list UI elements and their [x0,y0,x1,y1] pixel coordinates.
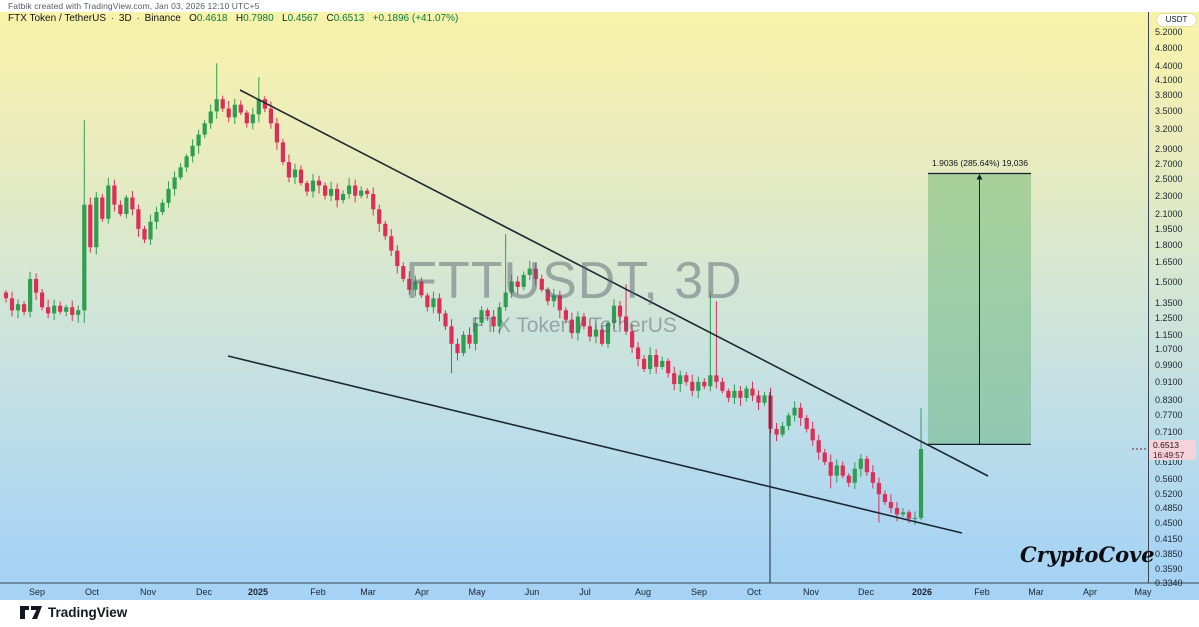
high-value: 0.7980 [243,13,274,24]
upper-wedge-trendline[interactable] [239,89,989,477]
top-meta-bar: Fatbik created with TradingView.com, Jan… [0,0,1199,12]
time-tick-label: Nov [802,587,820,597]
price-tick-label: 4.4000 [1155,60,1183,71]
header-separator: · [136,13,140,24]
price-tick-label: 0.4500 [1155,518,1183,529]
price-tick-label: 3.8000 [1155,89,1183,100]
symbol-title[interactable]: FTX Token / TetherUS [8,13,107,24]
last-price-value: 0.6513 [1153,440,1179,450]
tradingview-brand-name[interactable]: TradingView [48,605,128,620]
time-tick-label: Apr [1082,587,1098,597]
price-tick-label: 5.2000 [1155,27,1183,37]
price-tick-label: 1.6500 [1155,257,1183,268]
price-tick-label: 0.6100 [1155,457,1183,468]
price-tick-label: 1.3500 [1155,297,1183,308]
price-tick-label: 0.4850 [1155,503,1183,514]
created-with-text: Fatbik created with TradingView.com, Jan… [8,1,260,11]
price-tick-label: 0.3850 [1155,549,1183,560]
time-tick-label: Oct [746,587,762,597]
tradingview-logo-icon[interactable] [20,606,43,621]
close-value: 0.6513 [333,13,365,24]
price-tick-label: 0.3340 [1155,577,1183,588]
price-tick-label: 0.9900 [1155,359,1183,370]
time-tick-label: Mar [1028,587,1044,597]
price-tick-label: 4.8000 [1155,43,1183,54]
price-tick-label: 0.7700 [1155,410,1183,421]
time-tick-label: Nov [139,587,157,597]
time-tick-label: May [1134,587,1152,597]
low-label: L [282,13,288,24]
open-label: O [189,13,197,24]
price-tick-label: 3.2000 [1155,124,1183,135]
price-tick-label: 2.1000 [1155,208,1183,219]
price-tick-label: 2.7000 [1155,158,1183,169]
price-tick-label: 0.7100 [1155,426,1183,437]
price-tick-label: 0.5200 [1155,489,1183,500]
chart-area[interactable]: FTTUSDT, 3D FTX Token / TetherUS FTX Tok… [0,12,1199,600]
lower-wedge-trendline[interactable] [227,355,963,534]
change-value: +0.1896 (+41.07%) [372,13,459,24]
price-range-tool-label[interactable]: 1.9036 (285.64%) 19,036 [932,158,1028,168]
time-tick-label: Oct [84,587,100,597]
price-range-projection[interactable] [928,172,1031,445]
price-tick-label: 1.1500 [1155,329,1183,340]
brand-footer: TradingView [0,600,1199,627]
high-label: H [235,13,244,24]
open-value: 0.4618 [196,13,228,24]
bar-countdown: 16:49:57 [1153,450,1185,460]
time-tick-label: Sep [28,587,46,597]
time-tick-label: Aug [634,587,652,597]
price-tick-label: 1.0700 [1155,344,1183,355]
price-tick-label: 0.3590 [1155,563,1183,574]
time-tick-label: Dec [857,587,875,597]
time-tick-label: Feb [310,587,326,597]
time-tick-label: Apr [414,587,430,597]
time-tick-label: Jun [524,587,540,597]
price-tick-label: 0.4150 [1155,534,1183,545]
time-tick-label: May [468,587,486,597]
time-tick-label: 2025 [247,587,269,597]
symbol-ohlc-header[interactable]: FTX Token / TetherUS · 3D · Binance O0.4… [8,13,458,24]
interval-label[interactable]: 3D [118,13,132,24]
time-tick-label: Mar [360,587,376,597]
price-tick-label: 0.9100 [1155,376,1183,387]
price-tick-label: 3.5000 [1155,106,1183,117]
time-tick-label: Dec [195,587,213,597]
price-tick-label: 0.8300 [1155,395,1183,406]
time-tick-label: Feb [974,587,990,597]
price-tick-label: 2.3000 [1155,190,1183,201]
exchange-label: Binance [144,13,181,24]
currency-unit-chip[interactable]: USDT [1157,14,1196,26]
header-separator: · [110,13,115,24]
time-tick-label: Jul [579,587,591,597]
price-tick-label: 4.1000 [1155,74,1183,85]
price-tick-label: 0.5600 [1155,474,1183,485]
price-tick-label: 1.8000 [1155,239,1183,250]
price-tick-label: 1.2500 [1155,313,1183,324]
close-label: C [326,13,334,24]
price-tick-label: 2.9000 [1155,144,1183,155]
low-value: 0.4567 [287,13,319,24]
watermark-signature: CryptoCove [1020,542,1155,567]
price-tick-label: 1.5000 [1155,276,1183,287]
price-tick-label: 1.9500 [1155,223,1183,234]
time-tick-label: 2026 [911,587,933,597]
last-price-label: 0.6513 16:49:57 [1149,440,1196,460]
time-tick-label: Sep [690,587,708,597]
price-tick-label: 2.5000 [1155,174,1183,184]
